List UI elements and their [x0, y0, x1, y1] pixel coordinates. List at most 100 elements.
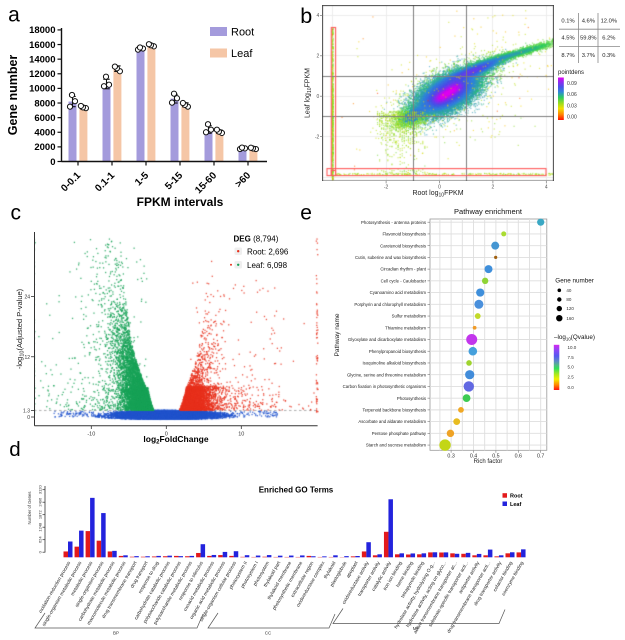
svg-text:1-5: 1-5 — [133, 170, 151, 188]
svg-text:4.6%: 4.6% — [582, 18, 595, 24]
svg-text:0.0: 0.0 — [568, 385, 575, 390]
svg-text:5-15: 5-15 — [163, 170, 185, 192]
svg-text:Leaf: 6,098: Leaf: 6,098 — [247, 261, 288, 270]
svg-text:12: 12 — [24, 355, 30, 361]
svg-text:Root: 2,696: Root: 2,696 — [247, 248, 289, 257]
svg-text:8000: 8000 — [34, 98, 55, 109]
svg-text:0: 0 — [165, 432, 168, 438]
svg-text:0.4: 0.4 — [470, 454, 477, 460]
svg-text:0: 0 — [50, 157, 55, 168]
svg-text:12.0%: 12.0% — [601, 18, 617, 24]
svg-text:1872: 1872 — [38, 509, 43, 519]
svg-text:Isoquinoline alkaloid biosynth: Isoquinoline alkaloid biosynthesis — [362, 361, 426, 366]
svg-text:Carbon fixation in photosynthe: Carbon fixation in photosynthetic organi… — [343, 384, 426, 389]
svg-text:Number of Genes: Number of Genes — [27, 491, 32, 524]
svg-text:Terpenoid backbone biosynthesi: Terpenoid backbone biosynthesis — [362, 407, 426, 412]
svg-text:0-0.1: 0-0.1 — [59, 170, 83, 194]
svg-text:Phenylpropanoid biosynthesis: Phenylpropanoid biosynthesis — [369, 349, 426, 354]
svg-text:Glyoxylate and dicarboxylate m: Glyoxylate and dicarboxylate metabolism — [348, 337, 427, 342]
svg-text:2.5: 2.5 — [568, 375, 575, 380]
svg-text:80: 80 — [566, 297, 572, 302]
svg-text:0: 0 — [27, 415, 30, 421]
svg-text:10.0: 10.0 — [568, 345, 577, 350]
svg-text:FPKM intervals: FPKM intervals — [137, 195, 224, 209]
svg-text:160: 160 — [566, 316, 574, 321]
svg-text:Cyanoamino acid metabolism: Cyanoamino acid metabolism — [370, 290, 427, 295]
svg-text:Root log10FPKM: Root log10FPKM — [412, 190, 463, 199]
svg-text:c: c — [11, 201, 22, 224]
svg-text:4.5%: 4.5% — [561, 36, 574, 42]
svg-text:10: 10 — [238, 432, 244, 438]
svg-text:-2: -2 — [384, 185, 389, 191]
svg-text:Thiamine metabolism: Thiamine metabolism — [385, 325, 426, 330]
svg-text:16000: 16000 — [29, 40, 55, 51]
svg-text:2: 2 — [317, 54, 320, 60]
svg-text:0.7: 0.7 — [537, 454, 544, 460]
svg-text:0.03: 0.03 — [567, 103, 577, 109]
svg-text:Sulfur metabolism: Sulfur metabolism — [392, 314, 427, 319]
svg-text:>60: >60 — [233, 170, 253, 190]
svg-text:BP: BP — [113, 631, 119, 636]
svg-text:3120: 3120 — [38, 484, 43, 494]
svg-text:7.5: 7.5 — [568, 355, 575, 360]
svg-text:3.7%: 3.7% — [582, 53, 595, 59]
svg-text:-10: -10 — [87, 432, 95, 438]
svg-text:Photosynthesis: Photosynthesis — [397, 396, 426, 401]
svg-text:14000: 14000 — [29, 54, 55, 65]
svg-text:0: 0 — [438, 185, 441, 191]
svg-text:0.1%: 0.1% — [561, 18, 574, 24]
svg-text:Flavonoid biosynthesis: Flavonoid biosynthesis — [383, 232, 426, 237]
svg-text:1248: 1248 — [38, 522, 43, 532]
svg-text:Leaf: Leaf — [231, 48, 253, 60]
svg-text:–log10(Qvalue): –log10(Qvalue) — [554, 334, 595, 341]
svg-text:Porphyrin and chlorophyll meta: Porphyrin and chlorophyll metabolism — [354, 302, 426, 307]
svg-text:5.0: 5.0 — [568, 365, 575, 370]
svg-text:12000: 12000 — [29, 69, 55, 80]
svg-text:24: 24 — [24, 295, 30, 301]
svg-text:Starch and sucrose metabolism: Starch and sucrose metabolism — [366, 443, 427, 448]
svg-text:4000: 4000 — [34, 128, 55, 139]
svg-text:Pentose phosphate pathway: Pentose phosphate pathway — [372, 431, 427, 436]
svg-text:Rich factor: Rich factor — [474, 459, 503, 465]
svg-text:Leaf: Leaf — [510, 502, 521, 508]
svg-text:Cell cycle - Caulobacter: Cell cycle - Caulobacter — [381, 278, 427, 283]
svg-text:6.2%: 6.2% — [602, 36, 615, 42]
svg-text:Leaf log10FPKM: Leaf log10FPKM — [305, 68, 314, 118]
svg-text:6000: 6000 — [34, 113, 55, 124]
svg-text:Pathway enrichment: Pathway enrichment — [454, 207, 523, 216]
svg-text:a: a — [8, 3, 20, 26]
svg-text:18000: 18000 — [29, 25, 55, 36]
svg-text:0.00: 0.00 — [567, 114, 577, 120]
svg-text:Enriched GO Terms: Enriched GO Terms — [259, 486, 334, 495]
svg-text:4: 4 — [545, 185, 548, 191]
svg-text:CC: CC — [265, 631, 272, 636]
svg-text:Root: Root — [510, 494, 523, 500]
svg-text:2000: 2000 — [34, 142, 55, 153]
svg-text:MF: MF — [413, 626, 420, 631]
svg-text:Carotenoid biosynthesis: Carotenoid biosynthesis — [380, 243, 426, 248]
svg-text:0.3: 0.3 — [447, 454, 454, 460]
svg-text:624: 624 — [38, 536, 43, 543]
svg-text:0.09: 0.09 — [567, 81, 577, 87]
svg-text:0.3%: 0.3% — [602, 53, 615, 59]
svg-text:-2: -2 — [315, 134, 320, 140]
svg-text:Photosynthesis - antenna prote: Photosynthesis - antenna proteins — [361, 220, 426, 225]
svg-text:10000: 10000 — [29, 84, 55, 95]
svg-text:0: 0 — [317, 94, 320, 100]
svg-text:Root: Root — [231, 27, 254, 39]
svg-text:120: 120 — [566, 306, 574, 311]
svg-text:DEG (8,794): DEG (8,794) — [234, 235, 279, 244]
svg-text:Pathway name: Pathway name — [334, 313, 341, 356]
svg-text:-log10(Adjusted P-value): -log10(Adjusted P-value) — [15, 288, 26, 369]
svg-text:8.7%: 8.7% — [561, 53, 574, 59]
svg-text:4: 4 — [317, 13, 320, 19]
svg-text:2496: 2496 — [38, 497, 43, 507]
svg-text:0.1-1: 0.1-1 — [93, 170, 117, 194]
svg-text:b: b — [300, 4, 312, 28]
svg-text:59.8%: 59.8% — [580, 36, 596, 42]
svg-text:Gene number: Gene number — [6, 55, 20, 136]
svg-text:e: e — [300, 201, 312, 224]
svg-text:Ascorbate and aldarate metabol: Ascorbate and aldarate metabolism — [358, 419, 426, 424]
svg-text:log2FoldChange: log2FoldChange — [143, 434, 208, 446]
svg-text:Circadian rhythm - plant: Circadian rhythm - plant — [380, 267, 426, 272]
